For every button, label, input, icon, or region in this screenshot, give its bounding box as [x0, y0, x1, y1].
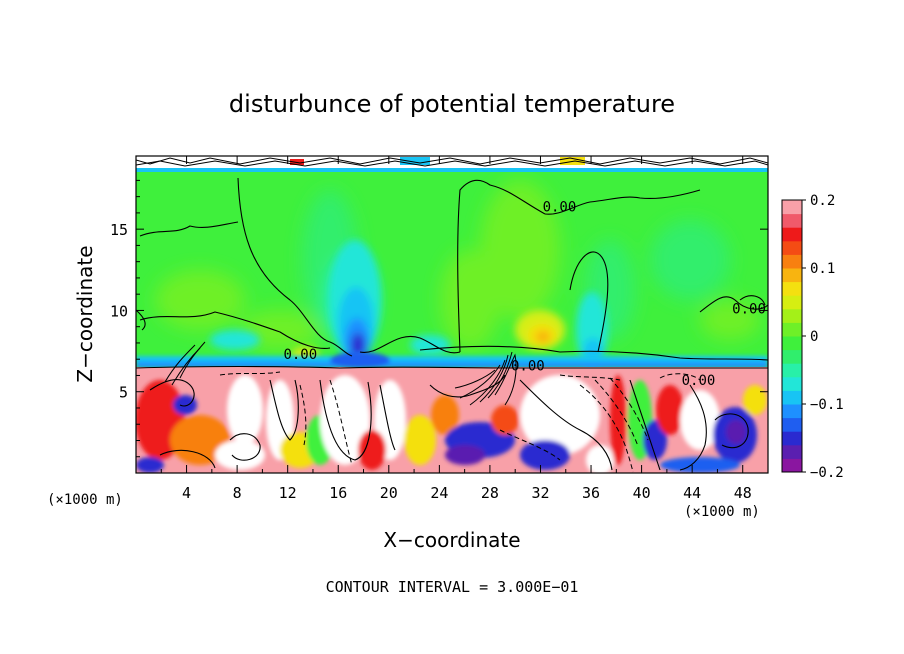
- colorbar-segment: [782, 390, 802, 405]
- x-tick-label: 40: [633, 484, 651, 502]
- colorbar-segment: [782, 200, 802, 215]
- colorbar-tick-label: 0.2: [810, 193, 835, 209]
- negative-contours: [219, 371, 701, 473]
- x-unit-left: (×1000 m): [47, 492, 123, 508]
- x-tick-label: 24: [430, 484, 448, 502]
- colorbar-segment: [782, 268, 802, 283]
- inversion-band: [136, 352, 768, 368]
- chart-title: disturbunce of potential temperature: [229, 90, 675, 118]
- colorbar-segment: [782, 227, 802, 242]
- colorbar-segment: [782, 376, 802, 391]
- colorbar-tick-label: −0.2: [810, 465, 844, 481]
- x-tick-label: 44: [683, 484, 701, 502]
- colorbar-segment: [782, 417, 802, 432]
- y-axis: 5 10 15: [110, 179, 768, 458]
- x-tick-label: 20: [380, 484, 398, 502]
- colorbar-segment: [782, 240, 802, 255]
- y-axis-label: Z−coordinate: [73, 245, 97, 382]
- x-tick-label: 4: [182, 484, 191, 502]
- contour-label: 0.00: [511, 359, 545, 375]
- cool-plume-west: [329, 240, 381, 363]
- plot-frame: [135, 155, 769, 474]
- colorbar-segment: [782, 349, 802, 364]
- y-tick-label: 15: [110, 221, 128, 239]
- x-axis: 4 8 12 16 20 24 28 32 36 40 44 48: [160, 156, 752, 502]
- dense-contour-cluster: [164, 341, 517, 406]
- contour-lines: [136, 177, 768, 471]
- colorbar-segment: [782, 254, 802, 269]
- contour-label: 0.00: [283, 347, 317, 363]
- colorbar-segment: [782, 404, 802, 419]
- x-tick-label: 8: [233, 484, 242, 502]
- colorbar-tick-label: −0.1: [810, 397, 844, 413]
- x-tick-label: 28: [481, 484, 499, 502]
- contour-label: 0.00: [682, 373, 716, 389]
- x-tick-label: 48: [734, 484, 752, 502]
- colorbar-segment: [782, 322, 802, 337]
- y-tick-label: 5: [119, 384, 128, 402]
- colorbar-tick-label: 0: [810, 329, 818, 345]
- plot-area: [136, 156, 768, 473]
- lower-layer-structures: [136, 375, 767, 473]
- colorbar: −0.2 −0.1 0 0.1 0.2: [781, 193, 844, 481]
- colorbar-segment: [782, 431, 802, 446]
- x-unit-right: (×1000 m): [684, 504, 760, 520]
- colorbar-segment: [782, 308, 802, 323]
- upper-noise-band: [136, 156, 768, 172]
- contour-label: 0.00: [543, 199, 577, 215]
- colorbar-tick-label: 0.1: [810, 261, 835, 277]
- x-tick-label: 36: [582, 484, 600, 502]
- contour-interval-note: CONTOUR INTERVAL = 3.000E−01: [326, 578, 579, 596]
- x-tick-label: 16: [329, 484, 347, 502]
- colorbar-segment: [782, 213, 802, 228]
- colorbar-segment: [782, 444, 802, 459]
- cool-plume-east: [210, 292, 608, 368]
- y-tick-label: 10: [110, 302, 128, 320]
- colorbar-segment: [782, 336, 802, 351]
- x-tick-label: 12: [279, 484, 297, 502]
- contour-label: 0.00: [732, 302, 766, 318]
- colorbar-segment: [782, 281, 802, 296]
- colorbar-segment: [782, 295, 802, 310]
- x-axis-label: X−coordinate: [383, 528, 520, 552]
- colorbar-segment: [782, 458, 802, 473]
- contour-labels: 0.00 0.00 0.00 0.00 0.00: [283, 199, 765, 389]
- x-tick-label: 32: [531, 484, 549, 502]
- colorbar-segment: [782, 363, 802, 378]
